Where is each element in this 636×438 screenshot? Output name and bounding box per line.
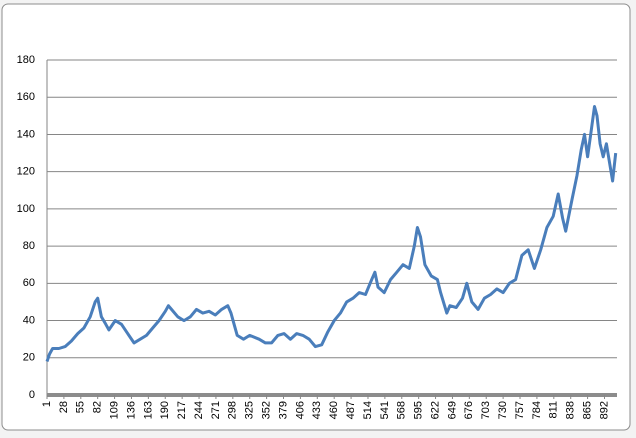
- x-tick-label: 163: [142, 401, 154, 419]
- x-tick-label: 406: [294, 401, 306, 419]
- x-tick-label: 784: [531, 401, 543, 419]
- x-tick-label: 82: [92, 401, 104, 413]
- x-tick-label: 55: [75, 401, 87, 413]
- x-tick-label: 379: [277, 401, 289, 419]
- x-tick-label: 568: [396, 401, 408, 419]
- chart-area: [1, 3, 631, 431]
- x-tick-label: 730: [497, 401, 509, 419]
- x-tick-label: 892: [598, 401, 610, 419]
- x-tick-label: 271: [210, 401, 222, 419]
- x-tick-label: 244: [193, 401, 205, 419]
- x-tick-label: 217: [176, 401, 188, 419]
- y-tick-label: 40: [23, 314, 35, 326]
- x-tick-label: 811: [548, 401, 560, 419]
- y-tick-label: 20: [23, 352, 35, 364]
- x-tick-label: 838: [565, 401, 577, 419]
- x-tick-label: 28: [58, 401, 70, 413]
- x-tick-label: 703: [480, 401, 492, 419]
- x-tick-label: 1: [41, 401, 53, 407]
- y-tick-label: 100: [17, 203, 35, 215]
- x-tick-label: 487: [345, 401, 357, 419]
- x-tick-label: 865: [581, 401, 593, 419]
- x-tick-label: 757: [514, 401, 526, 419]
- x-tick-label: 622: [429, 401, 441, 419]
- x-tick-label: 649: [446, 401, 458, 419]
- y-tick-label: 180: [17, 54, 35, 66]
- x-tick-label: 676: [463, 401, 475, 419]
- x-tick-label: 460: [328, 401, 340, 419]
- y-tick-label: 80: [23, 240, 35, 252]
- x-tick-label: 352: [261, 401, 273, 419]
- x-tick-label: 514: [362, 401, 374, 419]
- x-tick-label: 595: [413, 401, 425, 419]
- y-tick-label: 120: [17, 166, 35, 178]
- x-tick-label: 298: [227, 401, 239, 419]
- y-tick-label: 0: [29, 389, 35, 401]
- series-line: [45, 105, 618, 362]
- x-tick-label: 109: [108, 401, 120, 419]
- y-tick-label: 140: [17, 128, 35, 140]
- x-tick-label: 433: [311, 401, 323, 419]
- x-tick-label: 541: [379, 401, 391, 419]
- x-tick-label: 136: [125, 401, 137, 419]
- x-tick-label: 325: [244, 401, 256, 419]
- x-tick-label: 190: [159, 401, 171, 419]
- y-tick-label: 160: [17, 91, 35, 103]
- y-tick-label: 60: [23, 277, 35, 289]
